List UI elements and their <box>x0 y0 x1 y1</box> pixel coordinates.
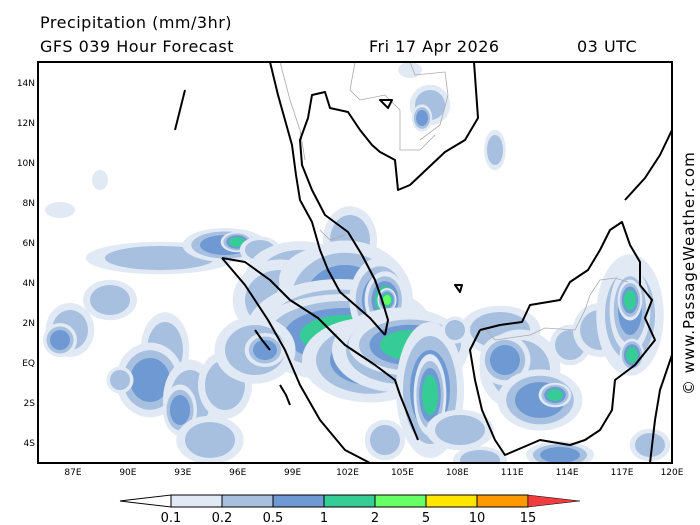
lon-tick-label: 99E <box>284 468 301 478</box>
coastlines <box>174 62 672 463</box>
precip-area <box>110 370 130 390</box>
precip-area <box>626 347 638 363</box>
lon-tick-label: 102E <box>336 468 359 478</box>
colorbar-label: 0.2 <box>212 511 233 525</box>
lat-tick-label: 14N <box>17 79 35 89</box>
lon-tick-label: 117E <box>611 468 634 478</box>
precip-area <box>490 345 520 375</box>
precip-area <box>90 285 130 315</box>
lat-tick-label: 4N <box>23 279 35 289</box>
map-frame <box>37 61 673 464</box>
lon-tick-label: 105E <box>391 468 414 478</box>
lon-tick-label: 90E <box>119 468 136 478</box>
lat-tick-label: 2S <box>24 399 36 409</box>
lat-tick-label: EQ <box>22 359 35 369</box>
colorbar-label: 2 <box>371 511 379 525</box>
precip-area <box>435 415 485 445</box>
lon-tick-label: 108E <box>446 468 469 478</box>
precip-area <box>253 340 277 360</box>
precip-area <box>185 422 235 458</box>
colorbar-swatch <box>476 494 529 508</box>
precip-area <box>45 202 75 218</box>
precip-area <box>170 395 190 425</box>
lon-tick-label: 111E <box>501 468 524 478</box>
lon-tick-label: 114E <box>556 468 579 478</box>
watermark: © www.PassageWeather.com <box>680 151 698 395</box>
precip-area <box>547 389 563 401</box>
lat-tick-label: 4S <box>24 439 36 449</box>
precip-area <box>540 447 580 463</box>
colorbar-swatch <box>272 494 325 508</box>
lon-tick-label: 96E <box>229 468 246 478</box>
colorbar-label: 5 <box>422 511 430 525</box>
precip-area <box>50 330 70 350</box>
forecast-date: Fri 17 Apr 2026 <box>369 37 500 56</box>
precip-area <box>422 375 438 415</box>
colorbar-swatch <box>323 494 376 508</box>
precip-area <box>445 320 465 340</box>
colorbar-label: 0.1 <box>161 511 182 525</box>
precip-area <box>416 110 428 126</box>
lon-tick-label: 120E <box>661 468 684 478</box>
lat-tick-label: 12N <box>17 119 35 129</box>
forecast-time: 03 UTC <box>577 37 638 56</box>
precip-area <box>624 290 636 310</box>
precip-area <box>370 425 400 455</box>
lon-tick-label: 93E <box>174 468 191 478</box>
border-lines <box>279 62 629 341</box>
precip-area <box>229 237 245 247</box>
precip-area <box>460 450 500 463</box>
colorbar-max-arrow <box>527 494 581 508</box>
lat-tick-label: 8N <box>23 199 35 209</box>
colorbar-label: 0.5 <box>263 511 284 525</box>
colorbar-swatch <box>221 494 274 508</box>
precip-area <box>398 62 422 78</box>
colorbar-swatch <box>170 494 223 508</box>
lat-tick-label: 10N <box>17 159 35 169</box>
lat-tick-label: 6N <box>23 239 35 249</box>
precip-area <box>92 170 108 190</box>
colorbar-min-arrow <box>119 494 172 508</box>
colorbar-label: 10 <box>469 511 486 525</box>
precip-field <box>43 62 672 463</box>
precip-area <box>130 358 170 402</box>
colorbar-label: 15 <box>520 511 537 525</box>
precip-area <box>383 295 391 305</box>
precip-area <box>635 433 665 457</box>
colorbar: 0.1 0.2 0.5 1 2 5 10 15 <box>119 494 581 525</box>
precip-area <box>487 135 503 165</box>
colorbar-swatch <box>374 494 427 508</box>
chart-title: Precipitation (mm/3hr) <box>40 13 233 32</box>
forecast-label: GFS 039 Hour Forecast <box>40 37 235 56</box>
colorbar-swatch <box>425 494 478 508</box>
lon-tick-label: 87E <box>64 468 81 478</box>
lat-tick-label: 2N <box>23 319 35 329</box>
colorbar-label: 1 <box>320 511 328 525</box>
